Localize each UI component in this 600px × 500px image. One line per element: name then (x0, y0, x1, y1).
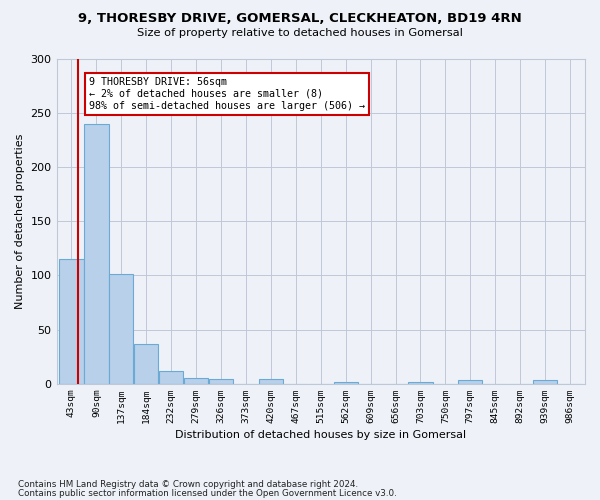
Bar (59, 259, 83, 384)
Bar (159, 370, 183, 384)
X-axis label: Distribution of detached houses by size in Gomersal: Distribution of detached houses by size … (175, 430, 466, 440)
Bar (85, 124, 109, 384)
Bar (409, 382, 433, 384)
Text: Contains HM Land Registry data © Crown copyright and database right 2024.: Contains HM Land Registry data © Crown c… (18, 480, 358, 489)
Y-axis label: Number of detached properties: Number of detached properties (15, 134, 25, 309)
Text: 9 THORESBY DRIVE: 56sqm
← 2% of detached houses are smaller (8)
98% of semi-deta: 9 THORESBY DRIVE: 56sqm ← 2% of detached… (89, 78, 365, 110)
Text: Contains public sector information licensed under the Open Government Licence v3: Contains public sector information licen… (18, 488, 397, 498)
Text: Size of property relative to detached houses in Gomersal: Size of property relative to detached ho… (137, 28, 463, 38)
Bar (134, 344, 158, 384)
Bar (259, 380, 283, 384)
Bar (184, 378, 208, 384)
Bar (533, 380, 557, 384)
Bar (209, 380, 233, 384)
Bar (334, 382, 358, 384)
Bar (109, 274, 133, 384)
Bar (458, 380, 482, 384)
Text: 9, THORESBY DRIVE, GOMERSAL, CLECKHEATON, BD19 4RN: 9, THORESBY DRIVE, GOMERSAL, CLECKHEATON… (78, 12, 522, 26)
